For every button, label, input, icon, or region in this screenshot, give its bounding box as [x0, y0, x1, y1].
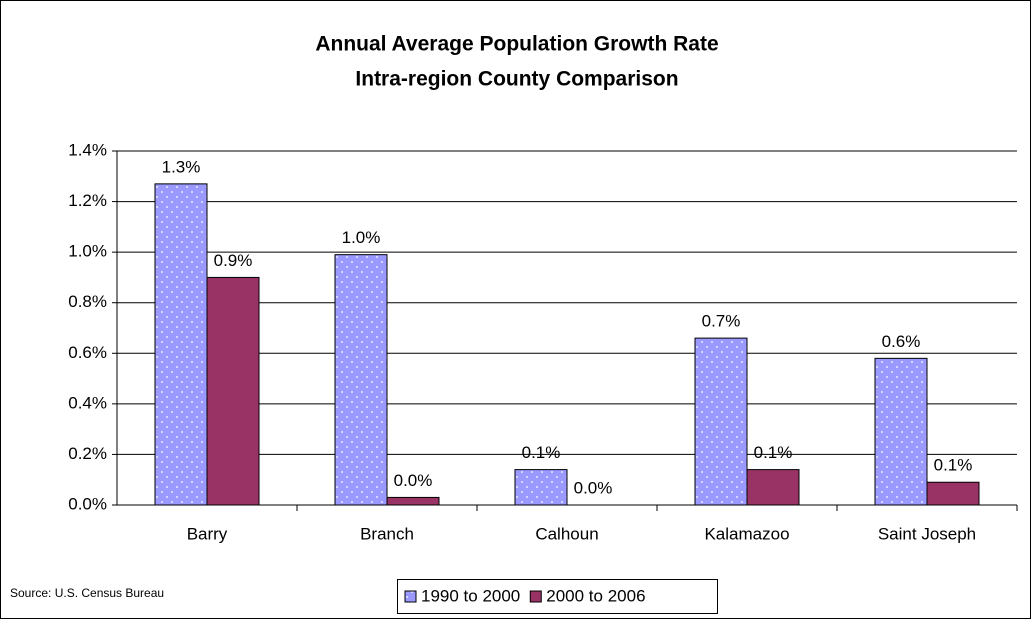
bar: [386, 496, 440, 506]
value-label: 0.1%: [522, 443, 561, 462]
x-tick-label: Calhoun: [535, 524, 598, 543]
bar: [206, 276, 260, 506]
bar: [514, 469, 568, 506]
bar: [694, 337, 748, 506]
bar: [334, 254, 388, 506]
y-tick-label: 1.2%: [68, 191, 107, 210]
value-label: 0.1%: [754, 443, 793, 462]
chart-subtitle: Intra-region County Comparison: [355, 68, 678, 91]
x-tick-label: Branch: [360, 524, 414, 543]
bar: [154, 183, 208, 506]
bar: [926, 481, 980, 506]
y-tick-label: 0.8%: [68, 292, 107, 311]
legend-label: 1990 to 2000: [421, 586, 520, 605]
legend-label: 2000 to 2006: [546, 586, 645, 605]
value-label: 1.3%: [162, 157, 201, 176]
value-label: 0.0%: [574, 478, 613, 497]
bar: [746, 469, 800, 506]
legend-swatch: [529, 590, 542, 603]
x-tick-label: Kalamazoo: [704, 524, 789, 543]
value-label: 0.6%: [882, 332, 921, 351]
legend-swatch: [404, 590, 417, 603]
y-tick-label: 1.0%: [68, 242, 107, 261]
legend-box: [397, 579, 718, 614]
chart-title: Annual Average Population Growth Rate: [315, 33, 718, 56]
y-tick-label: 0.0%: [68, 494, 107, 513]
y-tick-label: 0.4%: [68, 393, 107, 412]
x-tick-label: Saint Joseph: [878, 524, 976, 543]
value-label: 0.0%: [394, 471, 433, 490]
source-note: Source: U.S. Census Bureau: [10, 586, 164, 600]
value-label: 0.1%: [934, 456, 973, 475]
value-label: 1.0%: [342, 228, 381, 247]
y-tick-label: 1.4%: [68, 140, 107, 159]
y-tick-label: 0.2%: [68, 444, 107, 463]
value-label: 0.9%: [214, 251, 253, 270]
y-tick-label: 0.6%: [68, 343, 107, 362]
x-tick-label: Barry: [187, 524, 228, 543]
value-label: 0.7%: [702, 312, 741, 331]
bar: [874, 357, 928, 506]
